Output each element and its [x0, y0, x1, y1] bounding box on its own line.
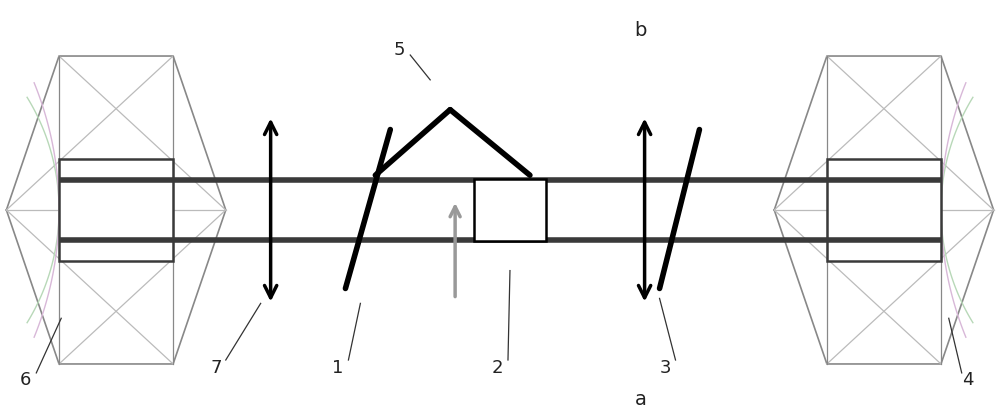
- Text: 5: 5: [393, 41, 405, 59]
- Text: 2: 2: [492, 359, 504, 377]
- Text: 3: 3: [660, 359, 671, 377]
- Text: 1: 1: [332, 359, 344, 377]
- Bar: [827, 159, 941, 261]
- Bar: [474, 179, 546, 241]
- Text: 6: 6: [19, 371, 31, 389]
- Text: 4: 4: [962, 371, 973, 389]
- Text: a: a: [635, 390, 646, 409]
- Text: b: b: [635, 21, 647, 40]
- Bar: [59, 159, 173, 261]
- Text: 7: 7: [211, 359, 222, 377]
